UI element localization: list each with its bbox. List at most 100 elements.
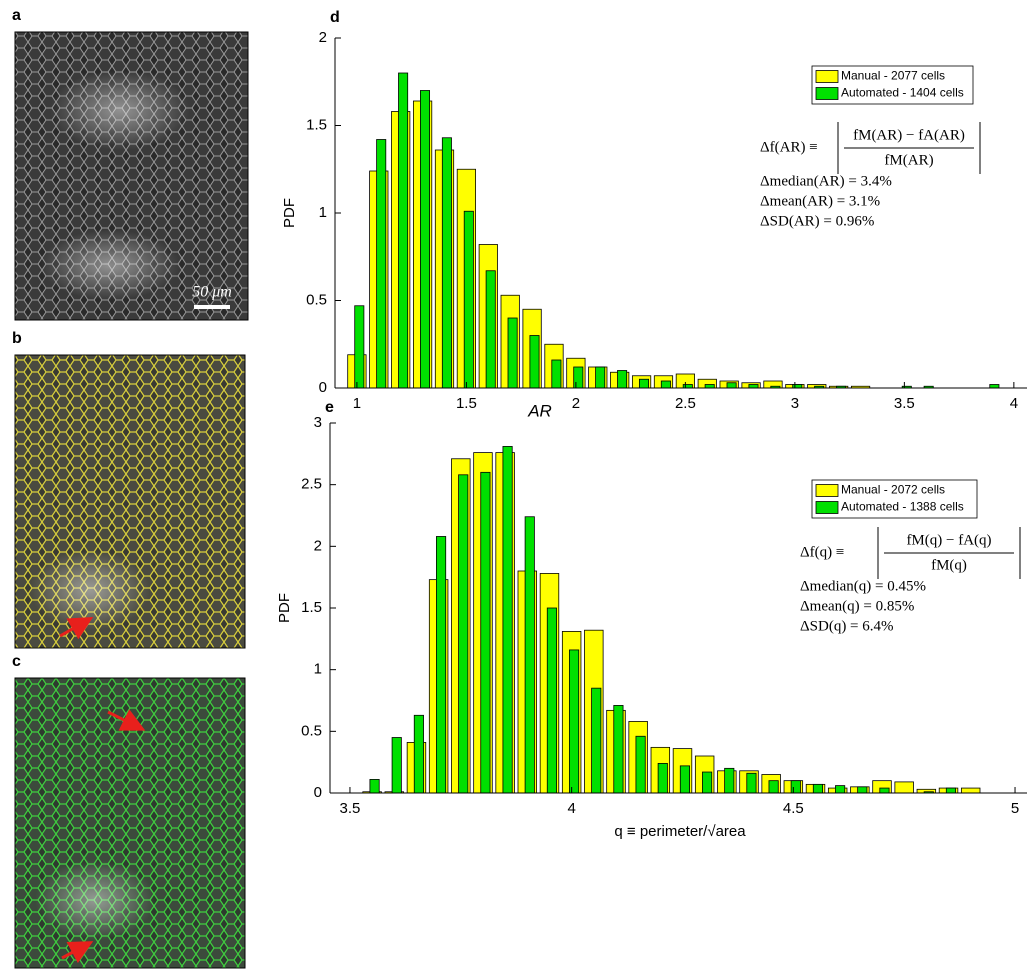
bar xyxy=(704,384,715,389)
panel-label: b xyxy=(12,330,22,347)
stat-line: ΔSD(AR) = 0.96% xyxy=(760,213,874,229)
bar xyxy=(524,516,535,794)
y-tick-label: 2 xyxy=(319,29,327,46)
bar xyxy=(458,474,469,794)
y-axis-label: PDF xyxy=(276,593,293,623)
x-tick-label: 1 xyxy=(353,395,361,412)
bar xyxy=(591,687,602,794)
bar xyxy=(945,787,957,794)
y-tick-label: 0 xyxy=(319,379,327,396)
bar xyxy=(441,137,452,389)
bar xyxy=(746,772,757,794)
bar xyxy=(546,607,557,794)
bar xyxy=(420,90,431,389)
x-tick-label: 2.5 xyxy=(675,395,696,412)
bar xyxy=(369,779,380,794)
legend-label: Automated - 1404 cells xyxy=(841,86,964,100)
stat-line: Δmean(AR) = 3.1% xyxy=(760,193,880,209)
bar xyxy=(879,787,890,794)
panel-label: e xyxy=(325,399,334,416)
x-axis-label: q ≡ perimeter/√area xyxy=(614,823,746,840)
bar xyxy=(551,359,562,389)
bright-region xyxy=(30,550,150,630)
y-tick-label: 2 xyxy=(314,537,322,554)
bar xyxy=(595,366,606,389)
bar xyxy=(635,735,646,794)
bar xyxy=(894,781,914,794)
y-tick-label: 1 xyxy=(314,661,322,678)
bar xyxy=(682,384,693,389)
bright-region xyxy=(40,230,180,300)
x-tick-label: 4.5 xyxy=(783,800,804,817)
formula-denominator: fM(AR) xyxy=(884,152,933,168)
bar xyxy=(726,382,737,389)
y-tick-label: 1.5 xyxy=(301,599,322,616)
y-axis-label: PDF xyxy=(281,198,298,228)
bar xyxy=(436,536,447,794)
x-axis-label: AR xyxy=(527,401,552,420)
bar xyxy=(679,765,690,794)
bar xyxy=(857,786,868,794)
x-tick-label: 3.5 xyxy=(894,395,915,412)
y-tick-label: 3 xyxy=(314,414,322,431)
bar xyxy=(354,305,365,389)
legend-label: Automated - 1388 cells xyxy=(841,500,964,514)
panel-label: c xyxy=(12,653,21,670)
arrow xyxy=(61,941,94,964)
legend-label: Manual - 2072 cells xyxy=(841,483,945,497)
panel-label: a xyxy=(12,7,21,24)
formula-numerator: fM(q) − fA(q) xyxy=(906,532,991,548)
bright-region xyxy=(35,860,155,940)
bright-region xyxy=(50,70,190,150)
bar xyxy=(502,446,513,794)
y-tick-label: 0.5 xyxy=(306,291,327,308)
arrow xyxy=(107,709,146,731)
x-tick-label: 4 xyxy=(1010,395,1018,412)
bar xyxy=(573,366,584,389)
x-tick-label: 3 xyxy=(791,395,799,412)
legend-box xyxy=(811,479,978,519)
stat-line: ΔSD(q) = 6.4% xyxy=(800,618,894,634)
formula-denominator: fM(q) xyxy=(931,557,967,573)
bar xyxy=(657,763,668,794)
bar xyxy=(617,370,628,389)
legend-swatch xyxy=(815,484,839,497)
legend-box xyxy=(811,65,974,105)
bar xyxy=(660,380,671,389)
bar xyxy=(702,771,713,794)
y-tick-label: 0.5 xyxy=(301,722,322,739)
scale-bar-label: 50 μm xyxy=(192,284,232,301)
y-tick-label: 0 xyxy=(314,784,322,801)
bar xyxy=(398,72,409,389)
bar xyxy=(480,471,491,794)
bar xyxy=(485,270,496,389)
bar xyxy=(792,384,803,389)
x-tick-label: 2 xyxy=(572,395,580,412)
bar xyxy=(724,767,735,794)
bar xyxy=(790,780,801,794)
bar xyxy=(812,783,823,794)
formula-lhs: Δf(AR) ≡ xyxy=(760,139,818,155)
bar xyxy=(835,785,846,794)
bar xyxy=(463,210,474,389)
bar xyxy=(376,139,387,389)
bar xyxy=(748,384,759,389)
stat-line: Δmedian(AR) = 3.4% xyxy=(760,173,892,189)
bar xyxy=(507,317,518,389)
bar xyxy=(768,780,779,794)
formula-lhs: Δf(q) ≡ xyxy=(800,544,844,560)
x-tick-label: 5 xyxy=(1011,800,1019,817)
x-tick-label: 4 xyxy=(567,800,575,817)
bar xyxy=(613,705,624,794)
x-tick-label: 3.5 xyxy=(340,800,361,817)
legend-swatch xyxy=(815,501,839,514)
x-tick-label: 1.5 xyxy=(456,395,477,412)
y-tick-label: 1 xyxy=(319,204,327,221)
bar xyxy=(391,737,402,794)
legend-swatch xyxy=(815,87,839,100)
y-tick-label: 1.5 xyxy=(306,116,327,133)
stat-line: Δmedian(q) = 0.45% xyxy=(800,578,926,594)
bar xyxy=(413,714,424,794)
panel-label: d xyxy=(330,9,340,26)
